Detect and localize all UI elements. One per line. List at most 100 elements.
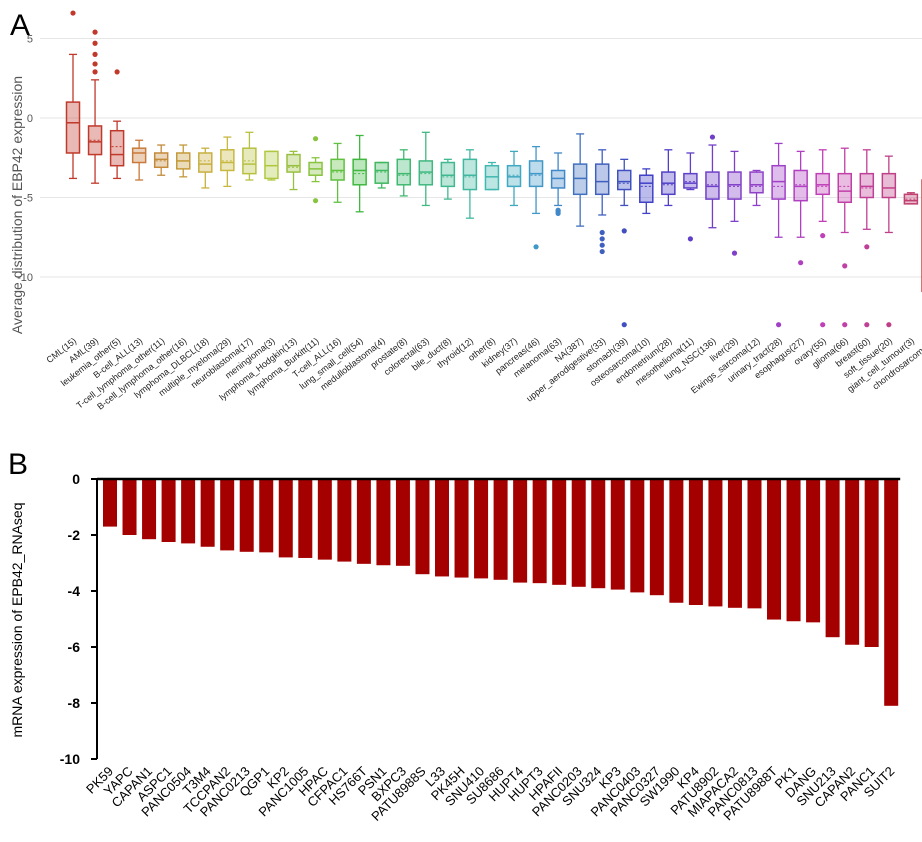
a-box bbox=[881, 155, 897, 328]
b-bar bbox=[298, 479, 313, 558]
a-box-body bbox=[639, 174, 654, 204]
b-bar bbox=[610, 479, 625, 590]
b-bar bbox=[122, 479, 137, 535]
a-outlier bbox=[886, 322, 892, 328]
a-boxes bbox=[65, 10, 922, 328]
a-box bbox=[594, 149, 610, 255]
a-box bbox=[176, 144, 191, 178]
b-bar bbox=[571, 479, 586, 587]
a-box-body bbox=[264, 150, 279, 180]
a-outlier bbox=[312, 136, 319, 142]
a-outlier bbox=[864, 322, 870, 328]
b-bar bbox=[239, 479, 254, 552]
b-bar bbox=[259, 479, 274, 553]
a-outlier bbox=[731, 250, 738, 256]
a-box bbox=[286, 150, 301, 191]
a-box bbox=[374, 161, 389, 189]
a-outlier bbox=[70, 10, 76, 16]
a-outlier bbox=[687, 236, 694, 242]
a-gridlines bbox=[40, 38, 922, 278]
a-box-body bbox=[771, 164, 786, 200]
a-box bbox=[727, 150, 742, 256]
bar-panel: 0 -2 -4 -6 -8 -10 mRNA expression of EPB42_RN… bbox=[9, 471, 901, 824]
b-y-ticks: 0 -2 -4 -6 -8 -10 bbox=[60, 471, 97, 767]
a-outlier bbox=[599, 236, 605, 242]
a-outlier bbox=[820, 233, 826, 239]
b-bar bbox=[142, 479, 157, 540]
a-outlier bbox=[114, 69, 120, 75]
b-bar bbox=[415, 479, 430, 575]
a-outlier bbox=[92, 51, 98, 58]
a-box bbox=[462, 149, 478, 219]
a-box bbox=[330, 142, 345, 203]
a-box-body bbox=[286, 153, 301, 173]
b-bar bbox=[278, 479, 293, 558]
b-bar bbox=[337, 479, 352, 562]
a-outlier bbox=[555, 210, 561, 216]
a-box-body bbox=[506, 164, 522, 188]
a-box bbox=[308, 136, 323, 204]
a-box-body bbox=[374, 161, 389, 184]
a-outlier bbox=[92, 29, 98, 35]
a-outlier bbox=[92, 40, 98, 46]
a-box-body bbox=[396, 158, 411, 186]
a-box bbox=[65, 10, 81, 180]
a-y-tick-label: 0 bbox=[27, 113, 33, 125]
a-box bbox=[352, 134, 367, 213]
a-outlier bbox=[599, 242, 605, 248]
panel-b-letter: B bbox=[8, 448, 28, 481]
b-bar bbox=[552, 479, 567, 585]
a-box bbox=[220, 136, 235, 188]
a-box-body bbox=[749, 171, 764, 194]
a-y-tick-label: -5 bbox=[23, 193, 33, 205]
a-outlier bbox=[92, 61, 98, 67]
a-box bbox=[705, 134, 720, 229]
a-box bbox=[749, 169, 764, 207]
a-box bbox=[153, 144, 169, 176]
b-bar bbox=[786, 479, 801, 622]
a-box-body bbox=[65, 101, 81, 154]
a-y-tick-label: 5 bbox=[27, 34, 33, 46]
a-outlier bbox=[621, 322, 627, 328]
a-box bbox=[484, 161, 500, 191]
b-bar bbox=[864, 479, 879, 647]
b-bar bbox=[532, 479, 547, 584]
b-bar bbox=[708, 479, 723, 607]
panel-a-letter: A bbox=[10, 9, 30, 42]
a-outlier bbox=[709, 134, 716, 140]
b-y-tick-label: -8 bbox=[68, 695, 81, 711]
b-bar bbox=[630, 479, 645, 593]
boxplot-panel: 5 0 -5 -10 Average distribution of EBP42 ex… bbox=[9, 10, 922, 412]
b-bar bbox=[806, 479, 821, 623]
a-category-labels: CML(15)AML(39)leukemia_other(5)B-cell_AL… bbox=[44, 336, 922, 412]
b-y-tick-label: -4 bbox=[68, 583, 81, 599]
a-y-ticks: 5 0 -5 -10 bbox=[17, 34, 33, 285]
b-bar bbox=[435, 479, 450, 577]
a-box bbox=[418, 131, 434, 207]
b-bar bbox=[767, 479, 782, 620]
a-box bbox=[683, 152, 698, 242]
a-box-body bbox=[418, 160, 434, 186]
b-bar bbox=[513, 479, 528, 583]
b-bar bbox=[474, 479, 489, 579]
a-outlier bbox=[599, 229, 605, 236]
b-bar bbox=[669, 479, 684, 603]
a-box-body bbox=[881, 172, 897, 199]
a-box-body bbox=[683, 172, 698, 189]
a-box-body bbox=[462, 158, 478, 191]
a-box bbox=[661, 149, 676, 207]
a-box bbox=[440, 158, 456, 200]
a-box bbox=[264, 150, 279, 181]
a-box-body bbox=[330, 158, 345, 181]
a-box bbox=[242, 131, 257, 181]
b-bar bbox=[103, 479, 117, 527]
a-box bbox=[617, 158, 632, 328]
a-outlier bbox=[776, 322, 782, 328]
a-box-body bbox=[617, 169, 632, 191]
b-bars bbox=[103, 479, 899, 706]
a-box bbox=[793, 150, 808, 266]
a-box-body bbox=[352, 158, 367, 186]
b-bar bbox=[591, 479, 606, 589]
a-outlier bbox=[312, 198, 319, 204]
